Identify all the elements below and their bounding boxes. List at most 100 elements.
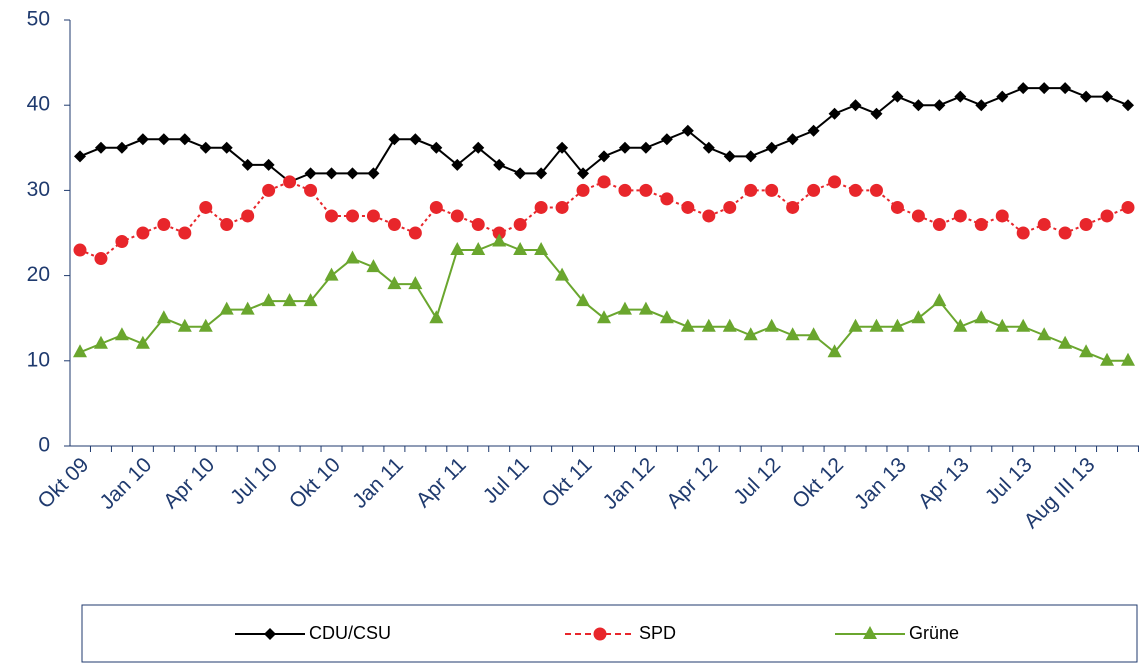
marker (1058, 335, 1073, 349)
legend-label: Grüne (909, 623, 959, 643)
marker (1016, 318, 1031, 332)
marker (471, 242, 486, 256)
marker (1079, 344, 1094, 358)
marker (722, 318, 737, 332)
marker (827, 344, 842, 358)
marker (974, 217, 988, 231)
marker (430, 141, 443, 154)
marker (807, 183, 821, 197)
marker (995, 209, 1009, 223)
marker (115, 141, 128, 154)
marker (178, 133, 191, 146)
marker (156, 310, 171, 324)
marker (953, 209, 967, 223)
marker (74, 150, 86, 163)
marker (953, 318, 968, 332)
marker (471, 217, 485, 231)
marker (743, 327, 758, 341)
x-tick-label: Jul 13 (981, 453, 1037, 509)
marker (933, 99, 946, 112)
x-tick-label: Jan 11 (348, 453, 408, 513)
marker (303, 293, 318, 307)
marker (1038, 82, 1051, 95)
marker (744, 183, 758, 197)
marker (409, 133, 422, 146)
marker (1058, 226, 1072, 240)
marker (975, 99, 988, 112)
marker (177, 318, 192, 332)
marker (660, 133, 673, 146)
marker (1037, 217, 1051, 231)
marker (932, 293, 947, 307)
marker (366, 259, 381, 273)
marker (1016, 226, 1030, 240)
marker (891, 90, 904, 103)
legend-label: CDU/CSU (309, 623, 391, 643)
marker (264, 628, 276, 640)
marker (73, 344, 87, 358)
marker (849, 99, 862, 112)
marker (115, 235, 129, 249)
marker (1100, 352, 1115, 366)
marker (513, 242, 528, 256)
marker (241, 158, 254, 171)
marker (911, 209, 925, 223)
marker (534, 242, 549, 256)
x-tick-label: Apr 11 (412, 453, 471, 512)
marker (660, 192, 674, 206)
marker (178, 226, 192, 240)
marker (848, 318, 863, 332)
marker (346, 167, 359, 180)
y-tick-label: 30 (27, 178, 50, 201)
marker (199, 141, 212, 154)
marker (492, 233, 507, 247)
marker (388, 133, 401, 146)
y-tick-label: 40 (27, 93, 50, 116)
marker (282, 293, 297, 307)
marker (785, 327, 800, 341)
marker (598, 150, 610, 163)
x-tick-label: Jan 10 (95, 453, 156, 514)
marker (723, 150, 736, 163)
marker (492, 226, 506, 240)
x-tick-label: Jul 11 (479, 453, 534, 508)
marker (828, 175, 842, 189)
marker (114, 327, 129, 341)
marker (220, 217, 234, 231)
marker (408, 276, 423, 290)
marker (576, 293, 591, 307)
marker (261, 293, 276, 307)
marker (241, 209, 255, 223)
marker (1079, 217, 1093, 231)
x-tick-label: Apr 12 (662, 453, 722, 513)
marker (680, 318, 695, 332)
marker (408, 226, 422, 240)
marker (974, 310, 989, 324)
marker (1100, 209, 1114, 223)
marker (702, 209, 716, 223)
marker (764, 318, 779, 332)
series-line (79, 240, 1128, 362)
marker (1122, 99, 1134, 112)
marker (786, 133, 799, 146)
y-tick-label: 0 (38, 434, 50, 457)
marker (283, 175, 297, 189)
marker (555, 267, 570, 281)
marker (135, 335, 150, 349)
marker (325, 209, 339, 223)
marker (639, 183, 653, 197)
marker (723, 200, 737, 214)
marker (219, 301, 234, 315)
marker (701, 318, 716, 332)
marker (450, 242, 465, 256)
x-tick-label: Jan 12 (599, 453, 660, 514)
marker (472, 141, 485, 154)
marker (304, 183, 318, 197)
marker (744, 150, 757, 163)
marker (493, 158, 506, 171)
y-tick-label: 20 (27, 263, 50, 286)
marker (996, 90, 1009, 103)
marker (429, 310, 444, 324)
marker (324, 267, 339, 281)
marker (262, 158, 275, 171)
